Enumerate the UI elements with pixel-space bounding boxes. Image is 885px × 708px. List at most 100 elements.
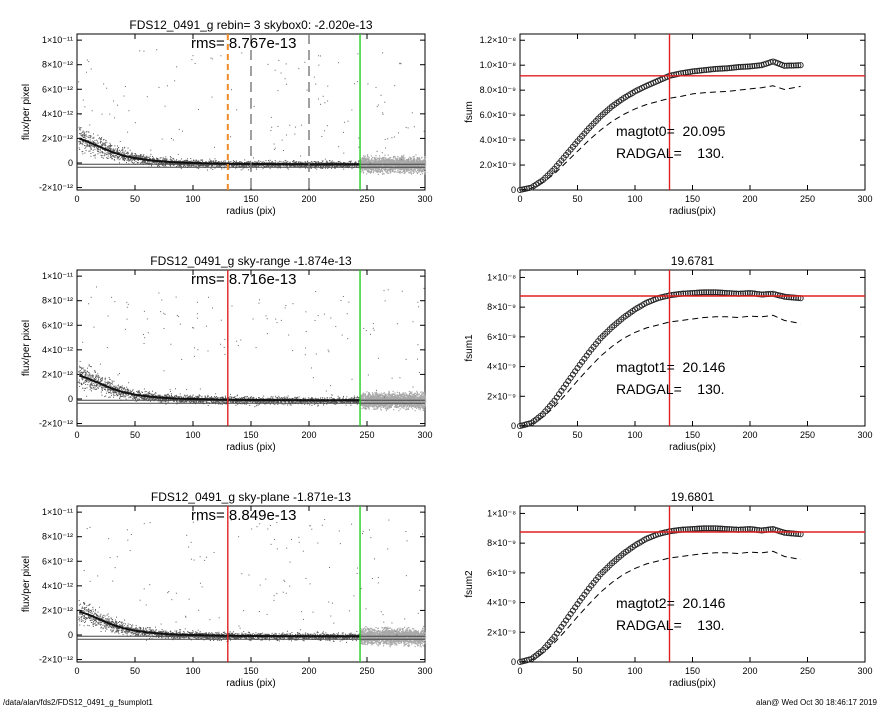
sky-point xyxy=(401,167,404,169)
sky-point xyxy=(368,167,371,170)
data-point xyxy=(137,154,139,156)
data-point xyxy=(222,161,224,163)
sky-point xyxy=(392,165,395,167)
sky-point xyxy=(364,155,366,157)
data-point xyxy=(114,159,116,161)
data-point xyxy=(98,142,100,144)
data-point xyxy=(116,158,118,160)
outlier-point xyxy=(398,132,400,134)
data-point xyxy=(196,161,198,163)
sky-point xyxy=(424,160,427,162)
sky-point xyxy=(383,164,385,167)
data-point xyxy=(103,143,105,145)
data-point xyxy=(216,162,218,164)
sky-point xyxy=(364,162,366,164)
sky-point xyxy=(383,161,385,163)
data-point xyxy=(150,165,152,167)
data-point xyxy=(138,156,140,158)
sky-point xyxy=(384,154,386,156)
sky-point xyxy=(363,158,365,161)
data-point xyxy=(254,165,256,167)
outlier-point xyxy=(324,102,326,104)
outlier-point xyxy=(270,130,272,132)
data-point xyxy=(122,159,124,161)
data-point xyxy=(157,165,159,167)
data-point xyxy=(343,165,345,167)
sky-point xyxy=(364,169,366,171)
data-point xyxy=(184,165,186,167)
data-point xyxy=(258,162,260,164)
data-point xyxy=(128,159,130,161)
data-point xyxy=(129,149,131,151)
data-point xyxy=(207,164,209,166)
data-point xyxy=(141,156,143,158)
y-tick-label: 2×10⁻¹² xyxy=(42,133,73,143)
data-point xyxy=(239,164,241,166)
data-point xyxy=(258,162,260,164)
data-point xyxy=(213,160,215,162)
data-point xyxy=(169,164,171,166)
data-point xyxy=(269,168,271,170)
x-tick-label: 50 xyxy=(130,430,140,440)
data-point xyxy=(182,160,184,162)
data-point xyxy=(147,163,149,165)
outlier-point xyxy=(347,120,349,122)
outlier-point xyxy=(327,100,329,102)
data-point xyxy=(249,165,251,167)
data-point xyxy=(114,156,116,158)
sky-point xyxy=(424,162,427,164)
y-tick-label: 6×10⁻¹² xyxy=(42,320,73,330)
data-point xyxy=(93,142,95,144)
data-point xyxy=(92,141,94,143)
outlier-point xyxy=(144,156,146,158)
data-point xyxy=(103,144,105,146)
data-point xyxy=(79,128,81,130)
data-point xyxy=(147,161,149,163)
outlier-point xyxy=(103,83,105,85)
data-point xyxy=(106,157,108,159)
sky-point xyxy=(395,170,397,173)
data-point xyxy=(104,152,106,154)
sky-point xyxy=(378,155,381,157)
data-point xyxy=(95,139,97,141)
data-point xyxy=(290,164,292,166)
data-point xyxy=(100,141,102,143)
data-point xyxy=(125,162,127,164)
sky-point xyxy=(419,160,421,162)
data-point xyxy=(109,146,111,148)
data-point xyxy=(79,129,81,131)
sky-point xyxy=(419,170,422,172)
sky-point xyxy=(366,168,368,170)
data-point xyxy=(176,159,178,161)
data-point xyxy=(117,149,119,151)
data-point xyxy=(165,166,167,168)
data-point xyxy=(142,161,144,163)
x-tick-label: 200 xyxy=(301,430,316,440)
data-point xyxy=(142,156,144,158)
data-point xyxy=(201,164,203,166)
data-point xyxy=(314,161,316,163)
data-point xyxy=(127,159,129,161)
sky-point xyxy=(415,154,417,156)
sky-point xyxy=(390,160,392,162)
sky-point xyxy=(378,159,380,162)
data-point xyxy=(248,161,250,163)
sky-point xyxy=(418,168,420,170)
sky-point xyxy=(362,157,364,160)
data-point xyxy=(139,155,141,157)
data-point xyxy=(199,165,201,167)
data-point xyxy=(156,157,158,159)
sky-point xyxy=(423,161,425,163)
data-point xyxy=(247,165,249,167)
data-point xyxy=(206,165,208,167)
sky-point xyxy=(421,173,424,175)
data-point xyxy=(98,151,100,153)
data-point xyxy=(101,144,103,146)
sky-point xyxy=(400,160,402,162)
data-point xyxy=(157,159,159,161)
data-point xyxy=(131,155,133,157)
data-point xyxy=(305,165,307,167)
data-point xyxy=(105,139,107,141)
sky-point xyxy=(374,168,377,170)
